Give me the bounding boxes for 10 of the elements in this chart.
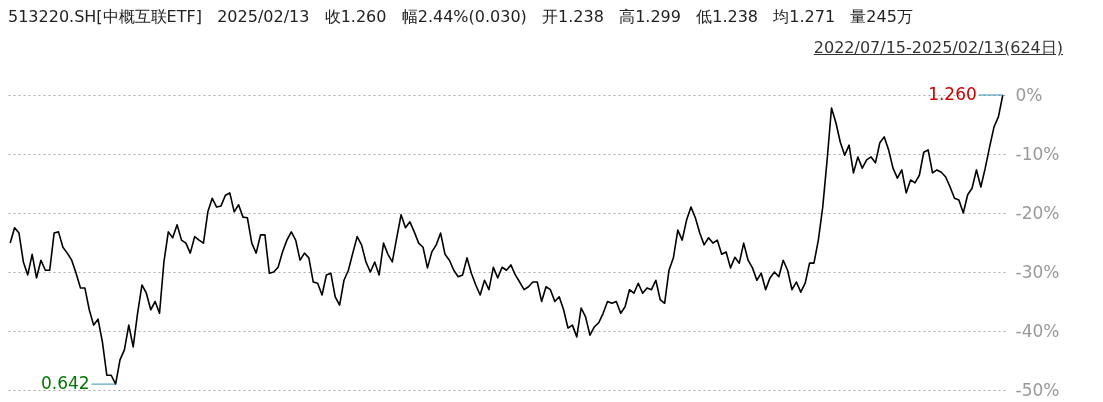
annotation: 0.642 bbox=[40, 373, 90, 394]
y-tick-label: 0% bbox=[1015, 84, 1043, 105]
chart-title: 513220.SH[中概互联ETF] 2025/02/13 收1.260 幅2.44%(0.030) 开1.238 高1.299 低1.238 均1.271 量245万 bbox=[7, 6, 914, 28]
y-tick-label: -40% bbox=[1015, 320, 1060, 341]
y-tick-label: -10% bbox=[1015, 143, 1060, 164]
y-tick-label: -50% bbox=[1015, 379, 1060, 400]
y-tick-label: -20% bbox=[1015, 202, 1060, 223]
y-tick-label: -30% bbox=[1015, 261, 1060, 282]
annotation: 1.260 bbox=[928, 84, 977, 104]
chart-subtitle: 2022/07/15-2025/02/13(624日) bbox=[812, 37, 1064, 59]
